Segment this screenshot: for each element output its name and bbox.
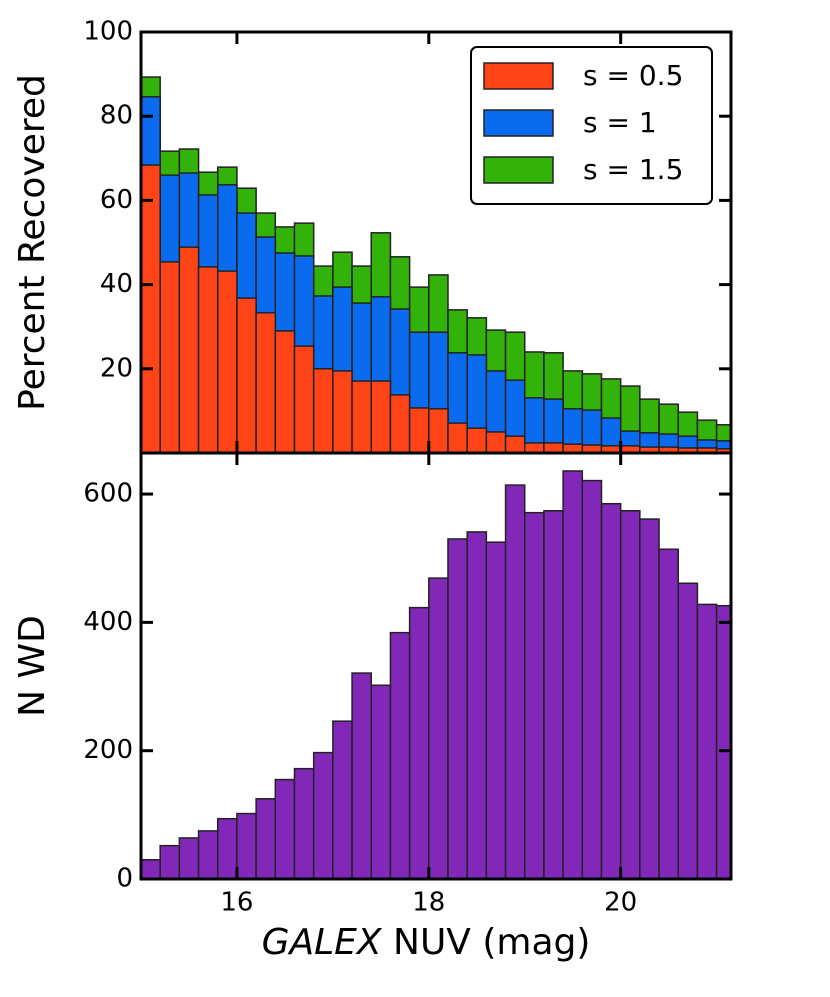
legend-label: s = 1.5 — [583, 153, 683, 186]
plot-area — [141, 76, 731, 453]
bar — [696, 603, 718, 879]
bar — [428, 577, 449, 879]
y-tick-label: 80 — [100, 101, 133, 131]
bar — [159, 844, 181, 879]
y-tick-label: 400 — [83, 607, 133, 637]
bar — [216, 270, 238, 453]
y-axis-label: N WD — [12, 615, 53, 717]
bar — [543, 509, 564, 879]
bar — [619, 509, 641, 879]
y-tick-label: 100 — [83, 17, 133, 47]
bar — [274, 330, 296, 453]
bar — [293, 767, 315, 879]
bar — [389, 394, 411, 453]
bar — [600, 502, 622, 879]
y-tick-label: 600 — [83, 479, 133, 509]
bar — [408, 407, 430, 453]
bar — [389, 631, 411, 879]
x-tick-label: 16 — [220, 888, 253, 918]
axes-frame — [139, 451, 733, 881]
y-tick-label: 60 — [100, 185, 133, 215]
bar — [351, 380, 372, 453]
bar — [715, 448, 731, 453]
legend-swatch — [483, 109, 554, 137]
bar — [351, 672, 372, 879]
y-tick-label: 200 — [83, 735, 133, 765]
bar — [504, 435, 526, 453]
bar — [485, 431, 507, 453]
bar — [466, 427, 488, 453]
y-tick-label: 40 — [100, 269, 133, 299]
bar — [236, 297, 257, 453]
bar — [370, 684, 392, 879]
bar — [312, 751, 334, 879]
bar — [236, 812, 257, 879]
bar — [543, 442, 564, 453]
legend-swatch — [483, 156, 554, 184]
legend-swatch — [483, 62, 554, 90]
y-axis-label: Percent Recovered — [12, 74, 53, 411]
bar — [466, 531, 488, 879]
bar — [293, 345, 315, 453]
bar — [639, 518, 660, 879]
x-axis-label-text: NUV (mag) — [393, 922, 590, 963]
bar — [504, 484, 526, 879]
bar — [312, 368, 334, 453]
x-tick-label: 20 — [604, 888, 637, 918]
plot-area — [141, 470, 731, 879]
bar — [428, 408, 449, 453]
bar — [197, 266, 219, 453]
legend-label: s = 0.5 — [583, 59, 683, 92]
bar — [332, 370, 353, 453]
bar — [658, 548, 679, 879]
x-axis-label: GALEX NUV (mag) — [262, 922, 591, 963]
bar — [523, 442, 545, 453]
bar — [408, 606, 430, 879]
bar — [274, 778, 296, 879]
bar — [562, 470, 584, 879]
bar — [141, 859, 161, 879]
bar — [141, 164, 161, 453]
bar — [197, 830, 219, 879]
bar — [447, 422, 468, 453]
bar — [581, 479, 603, 879]
x-axis-label-italic: GALEX — [262, 922, 383, 963]
bar — [715, 604, 731, 879]
bar — [216, 817, 238, 879]
y-tick-label: 20 — [100, 353, 133, 383]
bar — [677, 582, 699, 879]
x-tick-label: 18 — [412, 888, 445, 918]
bar — [255, 312, 277, 453]
bar — [370, 380, 392, 453]
bar — [255, 798, 277, 879]
bar — [485, 541, 507, 879]
y-tick-label: 0 — [116, 864, 133, 894]
bar — [178, 837, 200, 879]
bar — [447, 538, 468, 879]
bar — [332, 720, 353, 879]
bar — [178, 246, 200, 453]
bar — [523, 511, 545, 879]
bar — [159, 261, 181, 453]
legend-label: s = 1 — [583, 106, 657, 139]
